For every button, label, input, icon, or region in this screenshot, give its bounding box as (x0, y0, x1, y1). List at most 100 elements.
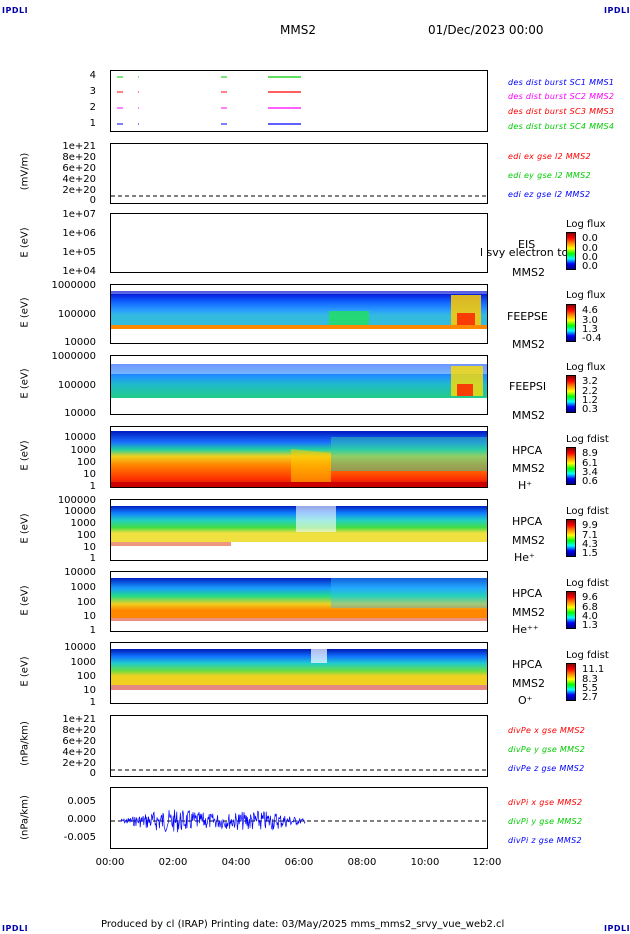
hpca-he2-speckle (111, 618, 487, 631)
p3-cbar-v0: 0.0 (582, 233, 598, 244)
p11-legend-x: divPi x gse MMS2 (508, 798, 583, 807)
feepsi-panel (110, 355, 488, 415)
p3-ylabel: E (eV) (19, 227, 31, 258)
p6-instrument: HPCA (512, 444, 543, 457)
p9-ylabel: E (eV) (19, 656, 31, 687)
hpca-he-spectrogram (111, 506, 487, 560)
p5-ytick-1: 100000 (57, 380, 96, 391)
p2-ytick-4: 2e+20 (62, 185, 96, 196)
p3-spacecraft: MMS2 (512, 266, 545, 279)
hpca-he2-background (111, 578, 487, 618)
p5-cbar-v1: 2.2 (582, 386, 598, 397)
p5-spacecraft: MMS2 (512, 409, 545, 422)
p10-legend-z: divPe z gse MMS2 (508, 764, 585, 773)
p8-spacecraft: MMS2 (512, 606, 545, 619)
spacecraft-title: MMS2 (280, 23, 316, 37)
p4-cbar-v2: 1.3 (582, 324, 598, 335)
p3-ytick-0: 1e+07 (62, 209, 96, 220)
p7-spacecraft: MMS2 (512, 534, 545, 547)
p7-cbar-title: Log fdist (566, 506, 609, 517)
feepsi-blank-low (111, 398, 487, 414)
p10-ylabel: (nPa/km) (19, 721, 31, 766)
p5-instrument: FEEPSI (509, 380, 547, 393)
p1-legend-3: des dist burst SC3 MMS3 (508, 107, 615, 116)
xtick-4: 08:00 (347, 857, 377, 868)
p10-ytick-4: 2e+20 (62, 758, 96, 769)
p7-cbar-v3: 1.5 (582, 548, 598, 559)
p4-ylabel: E (eV) (19, 297, 31, 328)
p6-ylabel: E (eV) (19, 440, 31, 471)
p5-ytick-2: 10000 (64, 408, 96, 419)
p3-cbar-v2: 0.0 (582, 252, 598, 263)
hpca-o-spectrogram (111, 649, 487, 703)
p9-cbar-v0: 11.1 (582, 664, 605, 675)
p7-colorbar (566, 519, 576, 557)
p7-ytick-0: 100000 (57, 495, 96, 506)
p3-overlay-label: l svy electron to (480, 246, 569, 259)
p7-cbar-v1: 7.1 (582, 530, 598, 541)
p7-species: He⁺ (514, 551, 535, 564)
p4-cbar-v1: 3.0 (582, 315, 598, 326)
p9-ytick-0: 10000 (64, 642, 96, 653)
p11-ytick-0: 0.005 (67, 796, 96, 807)
p6-ytick-0: 10000 (64, 432, 96, 443)
corner-tag-br: IPDLI (604, 924, 630, 933)
feepse-event-3 (457, 313, 475, 325)
p6-cbar-v0: 8.9 (582, 448, 598, 459)
p11-ytick-1: 0.000 (67, 814, 96, 825)
edi-e-panel (110, 143, 488, 204)
p11-ytick-2: -0.005 (63, 832, 96, 843)
p1-ytick-1: 1 (89, 118, 96, 129)
divpi-z-trace (120, 809, 306, 833)
p11-ylabel: (nPa/km) (19, 795, 31, 840)
hpca-he-speckle (111, 542, 487, 560)
p6-species: H⁺ (518, 479, 533, 492)
xtick-5: 10:00 (410, 857, 440, 868)
p7-ytick-4: 10 (83, 542, 96, 553)
xtick-1: 02:00 (158, 857, 188, 868)
xtick-3: 06:00 (284, 857, 314, 868)
hpca-h-spectrogram (111, 431, 487, 487)
p8-instrument: HPCA (512, 587, 543, 600)
p2-legend-z: edi ez gse l2 MMS2 (508, 190, 591, 199)
p6-ytick-3: 10 (83, 469, 96, 480)
p2-ytick-2: 6e+20 (62, 163, 96, 174)
p8-ytick-1: 1000 (70, 582, 96, 593)
xtick-2: 04:00 (221, 857, 251, 868)
xtick-0: 00:00 (95, 857, 125, 868)
hpca-he2-late-region (331, 578, 487, 608)
p10-ytick-0: 1e+21 (62, 714, 96, 725)
hpca-h-floor (111, 482, 487, 487)
p1-legend-2: des dist burst SC2 MMS2 (508, 92, 615, 101)
p10-legend-y: divPe y gse MMS2 (508, 745, 586, 754)
hpca-he-gap (296, 506, 336, 532)
hpca-h-panel (110, 426, 488, 488)
p2-ylabel: (mV/m) (19, 152, 31, 191)
hpca-o-panel (110, 642, 488, 704)
p7-cbar-v0: 9.9 (582, 520, 598, 531)
p6-cbar-v2: 3.4 (582, 467, 598, 478)
p4-cbar-v0: 4.6 (582, 305, 598, 316)
p3-ytick-2: 1e+05 (62, 247, 96, 258)
p2-legend-y: edi ey gse l2 MMS2 (508, 171, 591, 180)
hpca-o-gap (311, 649, 327, 663)
feepsi-speckle (111, 364, 487, 374)
p2-ytick-5: 0 (89, 195, 96, 206)
p4-ytick-0: 1000000 (51, 280, 96, 291)
p1-ytick-4: 4 (89, 70, 96, 81)
p6-colorbar (566, 447, 576, 485)
hpca-he2-spectrogram (111, 578, 487, 631)
burst-panel (110, 70, 488, 132)
p5-ylabel: E (eV) (19, 368, 31, 399)
p6-cbar-title: Log fdist (566, 434, 609, 445)
p8-ytick-2: 100 (76, 597, 96, 608)
eis-panel (110, 213, 488, 273)
p4-ytick-2: 10000 (64, 337, 96, 348)
corner-tag-tl: IPDLI (2, 6, 29, 15)
p9-cbar-v2: 5.5 (582, 683, 598, 694)
xtick-6: 12:00 (472, 857, 502, 868)
p4-ytick-1: 100000 (57, 309, 96, 320)
p10-ytick-5: 0 (89, 768, 96, 779)
hpca-h-late-region (331, 437, 487, 471)
feepse-blank-low (111, 329, 487, 343)
